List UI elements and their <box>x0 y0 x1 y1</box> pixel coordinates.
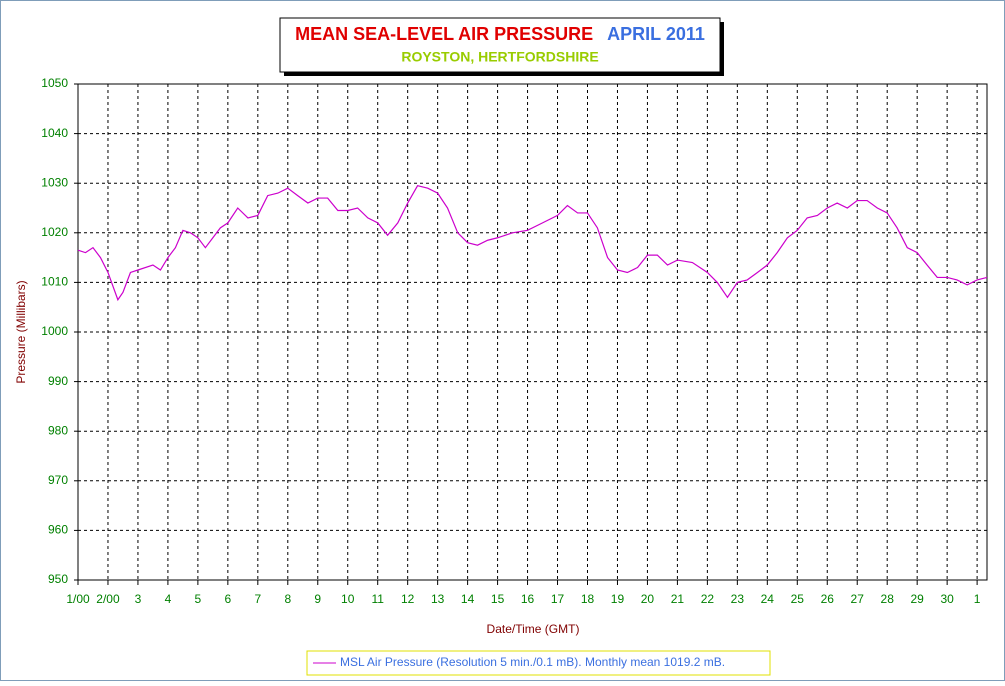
x-tick-label: 8 <box>284 592 291 606</box>
y-tick-label: 960 <box>48 523 68 537</box>
data-line <box>77 184 988 302</box>
y-tick-label: 980 <box>48 423 68 437</box>
y-tick-label: 990 <box>48 374 68 388</box>
x-tick-label: 19 <box>611 592 625 606</box>
x-tick-label: 13 <box>431 592 445 606</box>
y-tick-label: 1020 <box>41 225 68 239</box>
y-tick-label: 1000 <box>41 324 68 338</box>
y-tick-label: 950 <box>48 572 68 586</box>
x-tick-label: 18 <box>581 592 595 606</box>
x-axis-label: Date/Time (GMT) <box>487 622 580 636</box>
legend-label: MSL Air Pressure (Resolution 5 min./0.1 … <box>340 655 725 669</box>
x-tick-label: 6 <box>225 592 232 606</box>
chart-title: MEAN SEA-LEVEL AIR PRESSURE <box>295 24 593 44</box>
x-tick-label: 1/00 <box>66 592 90 606</box>
plot-border <box>77 83 988 581</box>
y-tick-label: 1040 <box>41 126 68 140</box>
y-tick-label: 970 <box>48 473 68 487</box>
title-box <box>279 17 721 73</box>
x-tick-label: 14 <box>461 592 475 606</box>
x-tick-label: 2/00 <box>96 592 120 606</box>
x-tick-label: 3 <box>135 592 142 606</box>
plot-area <box>77 83 988 581</box>
chart-date: APRIL 2011 <box>607 24 705 44</box>
legend <box>306 650 771 676</box>
x-tick-label: 5 <box>195 592 202 606</box>
x-tick-label: 10 <box>341 592 355 606</box>
y-tick-label: 1030 <box>41 175 68 189</box>
chart-subtitle: ROYSTON, HERTFORDSHIRE <box>401 49 598 65</box>
x-tick-label: 30 <box>940 592 954 606</box>
x-tick-label: 16 <box>521 592 535 606</box>
title-line: MEAN SEA-LEVEL AIR PRESSURE APRIL 2011 <box>295 24 705 44</box>
x-tick-label: 7 <box>254 592 261 606</box>
x-tick-label: 1 <box>974 592 981 606</box>
x-tick-label: 26 <box>821 592 835 606</box>
x-tick-label: 4 <box>165 592 172 606</box>
x-tick-label: 20 <box>641 592 655 606</box>
x-tick-label: 11 <box>371 592 384 606</box>
x-tick-label: 25 <box>791 592 805 606</box>
x-tick-label: 29 <box>910 592 924 606</box>
x-tick-label: 27 <box>851 592 865 606</box>
x-tick-label: 9 <box>314 592 321 606</box>
x-tick-label: 21 <box>671 592 685 606</box>
x-tick-label: 17 <box>551 592 565 606</box>
x-tick-label: 23 <box>731 592 745 606</box>
y-tick-label: 1050 <box>41 76 68 90</box>
x-tick-label: 24 <box>761 592 775 606</box>
x-tick-label: 22 <box>701 592 715 606</box>
y-tick-label: 1010 <box>41 275 68 289</box>
x-tick-label: 15 <box>491 592 505 606</box>
x-tick-label: 12 <box>401 592 415 606</box>
y-axis-label: Pressure (Millibars) <box>14 280 28 383</box>
x-tick-label: 28 <box>881 592 895 606</box>
